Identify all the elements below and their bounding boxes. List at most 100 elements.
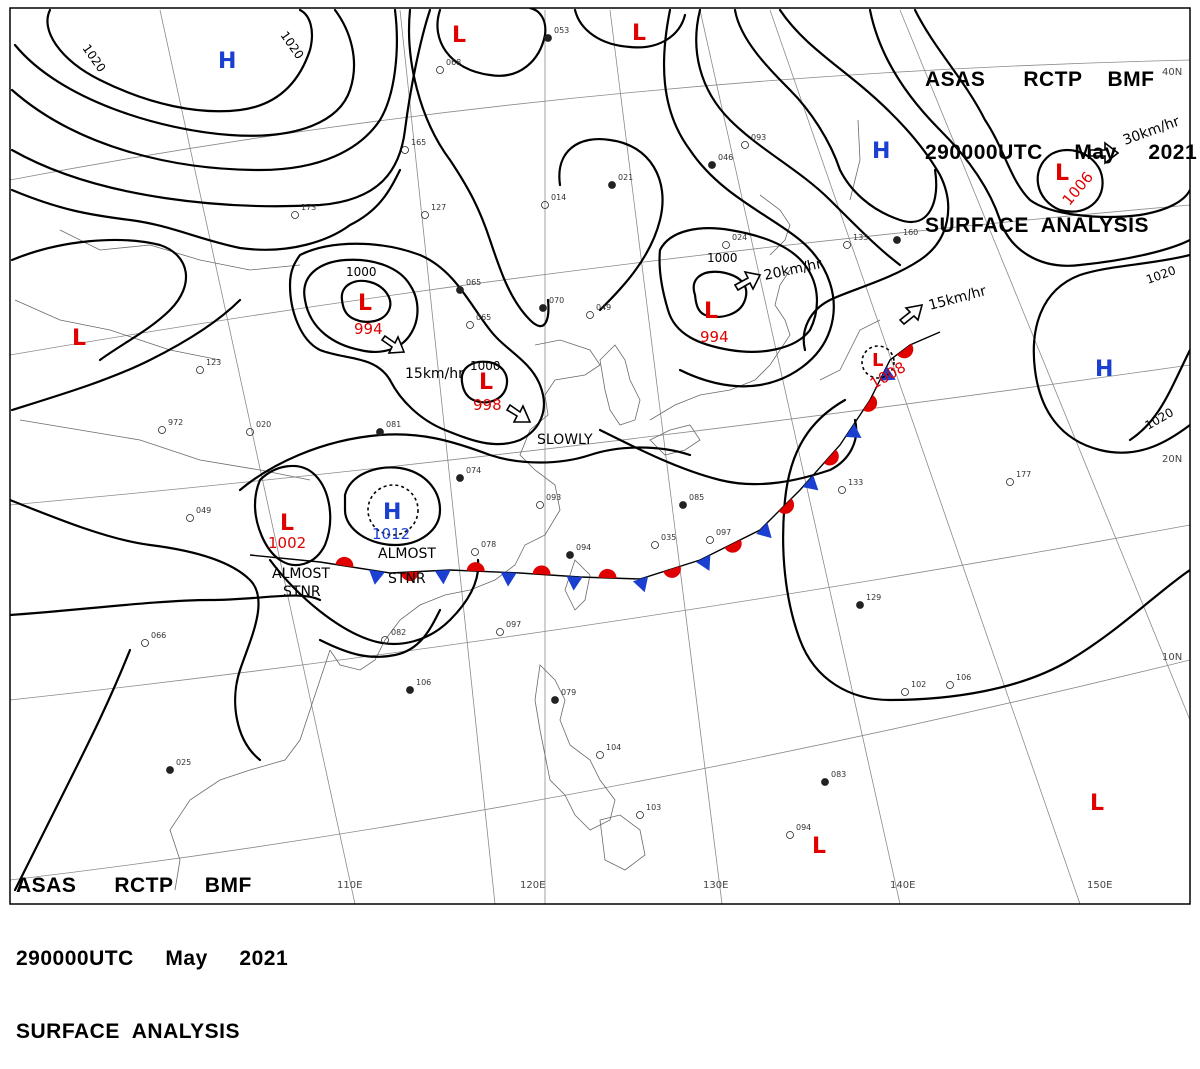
arrow-icon [1089,141,1120,165]
station-pressure: 085 [689,493,704,502]
low-pressure-center: L [72,326,86,351]
dashed-rings [367,345,895,536]
cold-front-triangle [845,423,862,439]
pressure-value: 1012 [372,525,410,543]
station-pressure: 097 [716,528,731,537]
station-plots: 053 068 165 065 127 173 021 014 065 070 049 024 046 0… [141,26,1031,839]
movement-arrows [380,141,1120,423]
station-pressure: 049 [196,506,211,515]
station-pressure: 177 [1016,470,1031,479]
lon-label: 110E [337,880,362,891]
station-pressure: 021 [618,173,633,182]
station-marker [596,751,604,759]
warm-front-semicircle [532,565,551,576]
low-pressure-center: L [358,291,372,316]
station-marker [706,536,714,544]
station-pressure: 024 [732,233,747,242]
lon-label: 120E [520,880,545,891]
station-pressure: 102 [911,680,926,689]
station-marker [456,474,464,482]
station-pressure: 070 [549,296,564,305]
cold-front-triangle [802,475,819,491]
station-pressure: 106 [416,678,431,687]
station-marker [406,686,414,694]
high-pressure-center: H [872,139,890,164]
low-pressure-center: L [452,23,466,48]
arrow-icon [733,270,762,292]
cold-front-triangle [566,576,583,591]
station-pressure: 160 [903,228,918,237]
cold-front-triangle [434,569,451,585]
station-marker [856,601,864,609]
station-pressure: 104 [606,743,621,752]
isobar-label: 1000 [346,265,377,279]
station-marker [544,34,552,42]
low-pressure-center: L [812,834,826,859]
speed-label: SLOWLY [537,432,593,448]
warm-front-semicircle [897,343,914,359]
header-time-line: 290000UTC May 2021 [16,947,289,970]
station-pressure: 014 [551,193,566,202]
station-marker [471,548,479,556]
station-marker [196,366,204,374]
front-annotations: ALMOST STNR ALMOST STNR [272,546,436,600]
isobars [10,8,1190,892]
lon-label: 140E [890,880,915,891]
lat-label: 40N [1162,67,1182,78]
station-pressure: 079 [561,688,576,697]
high-pressure-center: H [383,500,401,525]
header-time-line: 290000UTC May 2021 [925,141,1198,164]
header-title-line: ASAS RCTP BMF [925,68,1155,91]
pressure-value: 1002 [268,534,306,552]
warm-front-semicircle [466,562,485,572]
station-marker [536,501,544,509]
station-marker [166,766,174,774]
station-pressure: 074 [466,466,481,475]
station-marker [1006,478,1014,486]
front-note: STNR [388,571,426,587]
cold-front-triangle [369,569,385,585]
front-symbols [335,343,914,593]
low-pressure-center: L [280,511,294,536]
station-pressure: 025 [176,758,191,767]
station-pressure: 106 [956,673,971,682]
station-pressure: 035 [661,533,676,542]
station-pressure: 020 [256,420,271,429]
station-marker [838,486,846,494]
station-marker [722,241,730,249]
station-pressure: 046 [718,153,733,162]
lon-label: 130E [703,880,728,891]
isobar-label: 1000 [707,251,738,265]
station-pressure: 053 [554,26,569,35]
low-pressure-center: L [872,350,883,371]
warm-front-semicircle [598,568,617,579]
station-marker [651,541,659,549]
station-marker [786,831,794,839]
station-pressure: 066 [151,631,166,640]
station-pressure: 083 [831,770,846,779]
header-bottom: ASAS RCTP BMF 290000UTC May 2021 SURFACE… [16,826,288,1069]
station-marker [608,181,616,189]
station-marker [551,696,559,704]
station-pressure: 127 [431,203,446,212]
low-pressure-center: L [704,299,718,324]
station-pressure: 097 [506,620,521,629]
station-marker [186,514,194,522]
warm-front-semicircle [863,395,878,412]
station-pressure: 165 [411,138,426,147]
warm-front-semicircle [724,539,742,553]
station-marker [541,201,549,209]
station-marker [539,304,547,312]
cold-front-triangle [756,522,772,539]
station-marker [946,681,954,689]
arrow-icon [380,334,406,354]
station-pressure: 078 [481,540,496,549]
station-pressure: 173 [301,203,316,212]
station-marker [421,211,429,219]
grid-labels: 110E 120E 130E 140E 150E 40N 20N 10N [337,67,1182,891]
header-type-line: SURFACE ANALYSIS [925,214,1149,237]
cold-front-triangle [696,554,711,571]
high-pressure-center: H [1095,357,1113,382]
station-marker [381,636,389,644]
pressure-value: 994 [354,320,383,338]
